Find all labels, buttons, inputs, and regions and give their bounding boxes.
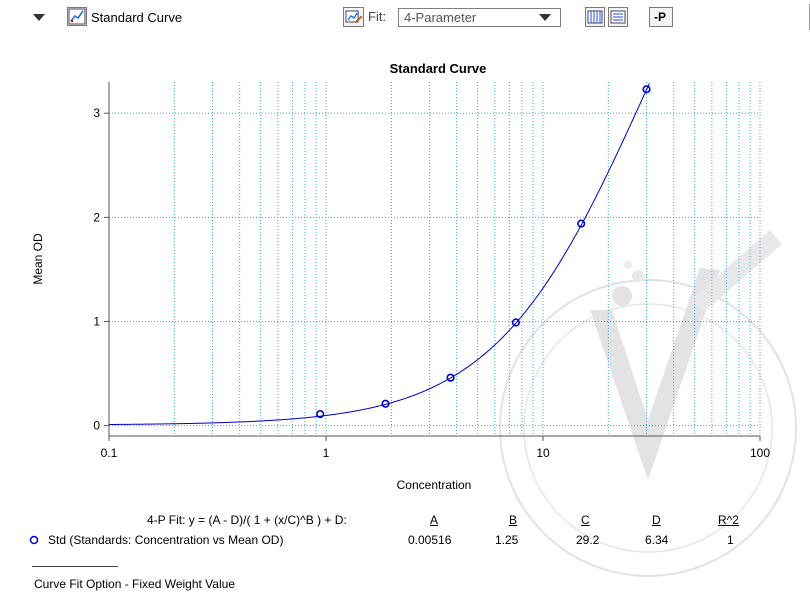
grid-lines [109, 82, 761, 436]
fit-dropdown[interactable]: 4-Parameter [398, 8, 561, 27]
data-point [511, 318, 520, 327]
chart-icon [67, 7, 87, 26]
legend-toggle-icon[interactable] [608, 7, 628, 27]
series-label: Std (Standards: Concentration vs Mean OD… [48, 533, 284, 547]
data-point [381, 399, 390, 408]
x-tick-label: 100 [750, 446, 770, 460]
y-tick-label: 0 [93, 419, 100, 433]
param-value-r2: 1 [727, 533, 734, 547]
param-header-c: C [581, 513, 590, 527]
y-axis-label: Mean OD [31, 233, 45, 285]
data-point [642, 85, 651, 94]
data-points [316, 85, 651, 419]
y-tick-label: 2 [93, 210, 100, 224]
footer-divider [32, 566, 118, 567]
param-value-c: 29.2 [576, 533, 600, 547]
chart-toolbar: Standard Curve Fit: 4-Parameter -P [0, 0, 810, 36]
x-axis-ticks: 0.1 1 10 100 [101, 436, 770, 460]
param-header-b: B [509, 513, 518, 527]
param-header-a: A [430, 513, 439, 527]
fit-label: Fit: [368, 9, 387, 24]
param-value-a: 0.00516 [408, 533, 452, 547]
data-point [577, 219, 586, 228]
standard-curve-chart: Standard Curve 0.1 1 10 100 0 1 2 3 Concentrat… [31, 61, 770, 492]
fit-equation: 4-P Fit: y = (A - D)/( 1 + (x/C)^B ) + D… [147, 513, 347, 527]
x-tick-label: 10 [536, 446, 550, 460]
param-header-r2: R^2 [718, 513, 739, 527]
param-value-d: 6.34 [645, 533, 669, 547]
collapse-arrow-icon[interactable] [33, 14, 45, 21]
param-header-d: D [652, 513, 661, 527]
p-button[interactable]: -P [649, 7, 673, 27]
fit-dropdown-value: 4-Parameter [404, 10, 477, 25]
p-button-label: -P [654, 10, 666, 24]
grid-toggle-icon[interactable] [585, 7, 605, 27]
chart-title: Standard Curve [390, 61, 487, 76]
chart-settings-icon[interactable] [343, 7, 364, 27]
footer-note: Curve Fit Option - Fixed Weight Value [34, 577, 235, 591]
x-tick-label: 1 [323, 446, 330, 460]
param-value-b: 1.25 [495, 533, 519, 547]
y-tick-label: 3 [93, 106, 100, 120]
data-point [316, 410, 325, 419]
y-tick-label: 1 [93, 314, 100, 328]
y-axis-ticks: 0 1 2 3 [93, 106, 109, 433]
fit-curve-line [108, 83, 650, 426]
legend-marker-icon [29, 535, 39, 545]
section-title: Standard Curve [91, 10, 183, 25]
data-point [446, 373, 455, 382]
x-axis-label: Concentration [397, 478, 472, 492]
chevron-down-icon [539, 14, 551, 21]
x-tick-label: 0.1 [101, 446, 118, 460]
